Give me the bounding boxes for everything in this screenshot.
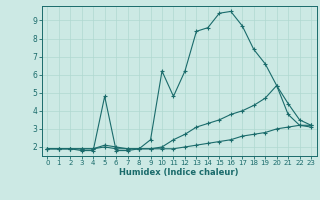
X-axis label: Humidex (Indice chaleur): Humidex (Indice chaleur): [119, 168, 239, 177]
